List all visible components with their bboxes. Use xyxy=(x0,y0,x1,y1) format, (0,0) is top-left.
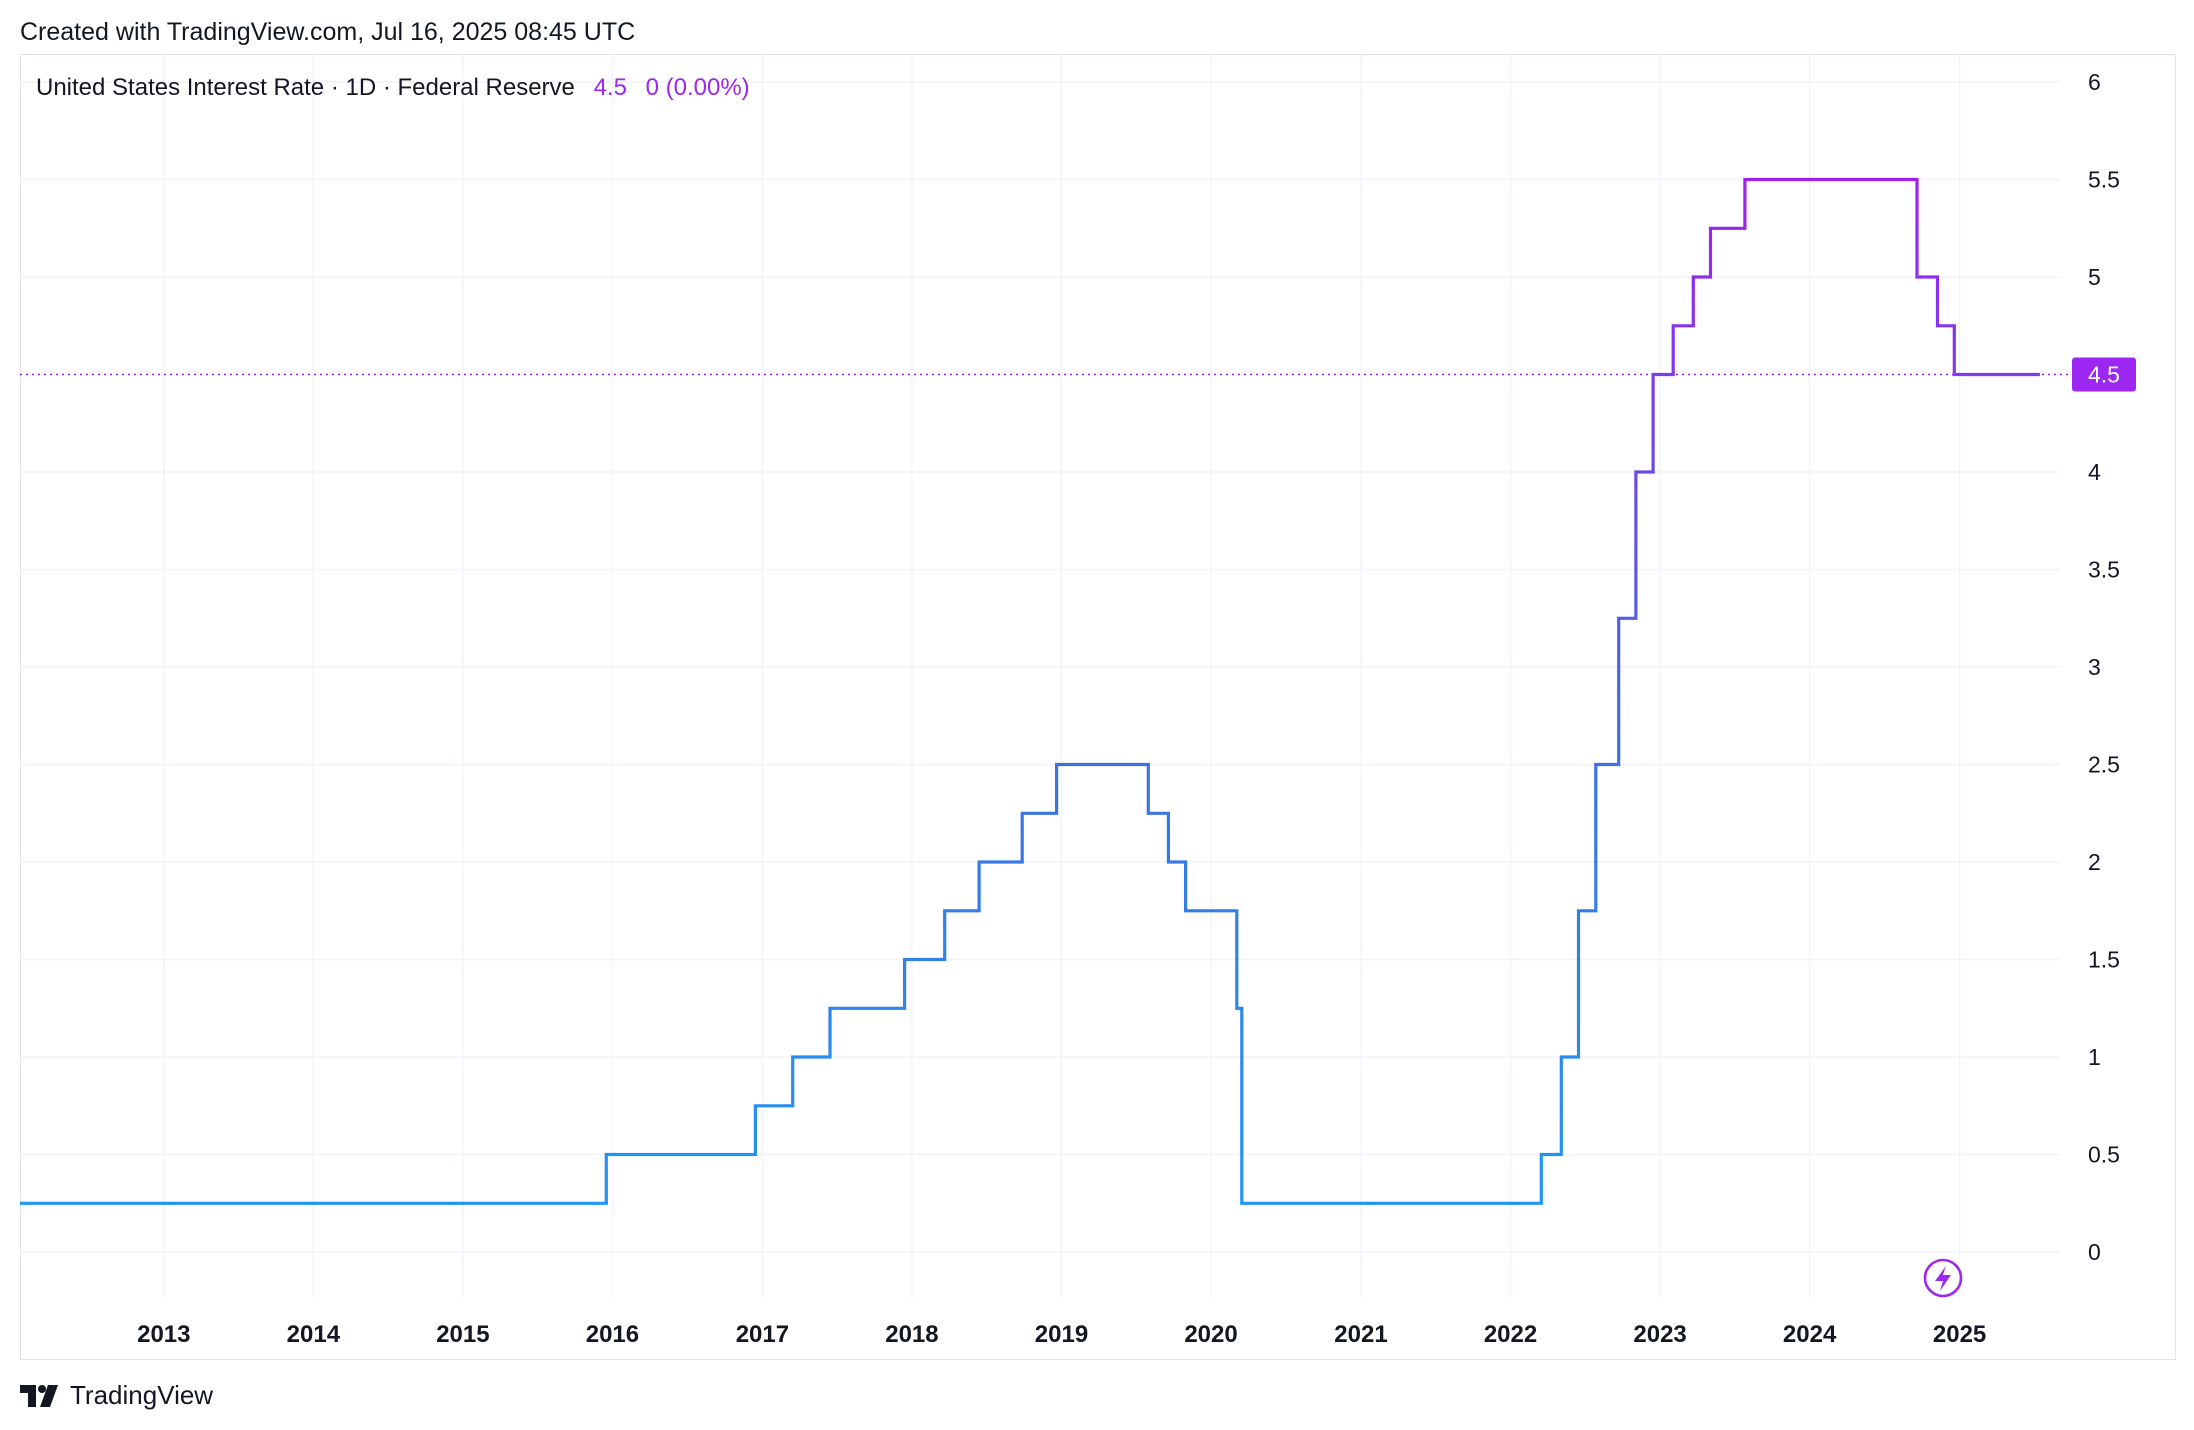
created-with-caption: Created with TradingView.com, Jul 16, 20… xyxy=(20,18,636,46)
y-tick-label: 6 xyxy=(2088,69,2101,95)
tradingview-brand-text: TradingView xyxy=(70,1380,214,1410)
lightning-icon-bolt xyxy=(1935,1266,1951,1291)
y-tick-label: 2.5 xyxy=(2088,752,2120,778)
y-axis: 0 0.5 1 1.5 2 2.5 3 3.5 4 4.5 5 5.5 6 xyxy=(2088,69,2120,1265)
rate-series-line xyxy=(20,177,2040,1205)
x-tick-label: 2023 xyxy=(1633,1321,1686,1348)
y-tick-label: 1 xyxy=(2088,1044,2101,1070)
y-tick-label: 3.5 xyxy=(2088,557,2120,583)
y-tick-label: 0.5 xyxy=(2088,1142,2120,1168)
x-tick-label: 2025 xyxy=(1933,1321,1986,1348)
last-value-tag-text: 4.5 xyxy=(2088,362,2120,388)
tradingview-footer[interactable]: TradingView xyxy=(20,1380,213,1411)
last-value-tag-bg xyxy=(2072,357,2136,392)
x-tick-label: 2020 xyxy=(1184,1321,1237,1348)
legend-change: 0 (0.00%) xyxy=(645,74,750,101)
x-tick-label: 2016 xyxy=(586,1321,639,1348)
tradingview-logo-icon xyxy=(20,1384,58,1407)
x-tick-label: 2014 xyxy=(287,1321,341,1348)
lightning-icon-ring xyxy=(1923,1258,1963,1298)
y-tick-label: 3 xyxy=(2088,654,2101,680)
legend-last-value: 4.5 xyxy=(593,74,627,101)
x-tick-label: 2015 xyxy=(436,1321,489,1348)
y-tick-label: 5 xyxy=(2088,264,2101,290)
y-tick-label: 2 xyxy=(2088,849,2101,875)
x-tick-label: 2024 xyxy=(1783,1321,1837,1348)
x-tick-label: 2018 xyxy=(885,1321,938,1348)
y-tick-label: 1.5 xyxy=(2088,947,2120,973)
x-axis: 2013 2014 2015 2016 2017 2018 2019 2020 2021 2022… xyxy=(137,1321,1986,1348)
x-tick-label: 2013 xyxy=(137,1321,190,1348)
y-tick-label: 5.5 xyxy=(2088,167,2120,193)
x-tick-label: 2022 xyxy=(1484,1321,1537,1348)
lightning-icon[interactable] xyxy=(1923,1258,1963,1298)
last-value-tag: 4.5 xyxy=(2072,357,2136,392)
chart-panel xyxy=(20,54,2176,1360)
x-tick-label: 2021 xyxy=(1334,1321,1387,1348)
grid-lines xyxy=(20,54,2060,1298)
legend-symbol: United States Interest Rate · 1D · Feder… xyxy=(36,74,575,101)
x-tick-label: 2017 xyxy=(736,1321,789,1348)
y-tick-label: 4 xyxy=(2088,459,2101,485)
x-tick-label: 2019 xyxy=(1035,1321,1088,1348)
y-tick-label: 0 xyxy=(2088,1239,2101,1265)
chart-legend: United States Interest Rate · 1D · Feder… xyxy=(36,74,750,102)
